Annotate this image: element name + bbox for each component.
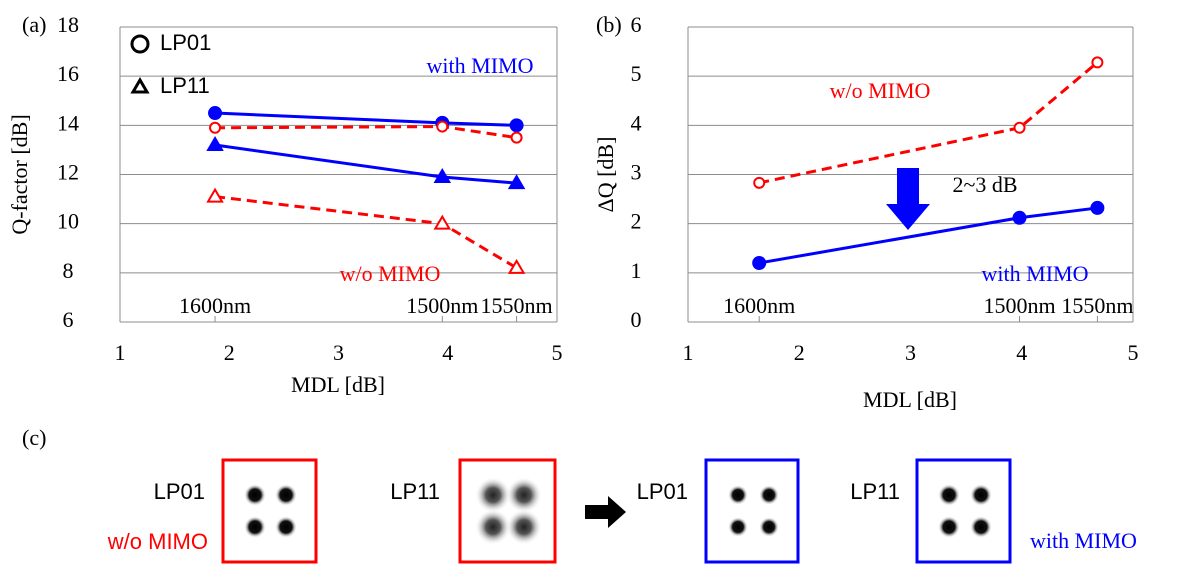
marker bbox=[752, 256, 767, 270]
y-axis-title: Q-factor [dB] bbox=[7, 114, 32, 234]
panel-label: (b) bbox=[596, 12, 622, 37]
panel-label: (a) bbox=[22, 12, 46, 37]
x-axis-title: MDL [dB] bbox=[291, 372, 385, 397]
legend-marker bbox=[130, 34, 150, 54]
annotation: with MIMO bbox=[427, 53, 534, 78]
x-tick-label: 1 bbox=[115, 340, 126, 365]
wavelength-label: 1600nm bbox=[179, 293, 251, 318]
legend-label: LP01 bbox=[160, 30, 211, 55]
annotation: 2~3 dB bbox=[952, 172, 1017, 197]
panel-label: (c) bbox=[22, 425, 46, 450]
marker bbox=[753, 176, 766, 189]
y-tick-label: 18 bbox=[57, 12, 79, 37]
marker bbox=[433, 167, 452, 183]
wavelength-label: 1500nm bbox=[406, 293, 478, 318]
x-tick-label: 3 bbox=[333, 340, 344, 365]
x-tick-label: 5 bbox=[1128, 340, 1139, 365]
arrow bbox=[886, 168, 930, 230]
x-tick-label: 2 bbox=[224, 340, 235, 365]
x-tick-label: 1 bbox=[683, 340, 694, 365]
series-line bbox=[214, 195, 518, 270]
series-line bbox=[758, 206, 1098, 265]
y-tick-label: 14 bbox=[57, 110, 79, 135]
annotation: w/o MIMO bbox=[830, 78, 931, 103]
series-line bbox=[214, 143, 517, 185]
beam-image bbox=[221, 458, 318, 564]
marker bbox=[433, 214, 452, 230]
marker bbox=[1090, 200, 1105, 215]
y-tick-label: 6 bbox=[63, 307, 74, 332]
y-tick-label: 0 bbox=[631, 307, 642, 332]
y-tick-label: 1 bbox=[631, 258, 642, 283]
x-tick-label: 3 bbox=[905, 340, 916, 365]
beam-image bbox=[915, 458, 1012, 564]
x-tick-label: 5 bbox=[552, 340, 563, 365]
mode-label: LP11 bbox=[850, 479, 900, 504]
y-axis-title: ΔQ [dB] bbox=[593, 137, 618, 213]
y-tick-label: 3 bbox=[631, 160, 642, 185]
y-tick-label: 6 bbox=[631, 12, 642, 37]
arrow bbox=[585, 496, 626, 528]
mode-label: LP11 bbox=[390, 479, 440, 504]
y-tick-label: 2 bbox=[631, 209, 642, 234]
marker bbox=[1091, 56, 1104, 69]
beam-image bbox=[458, 458, 557, 564]
legend-label: LP11 bbox=[160, 73, 210, 98]
series-line bbox=[758, 61, 1099, 185]
marker bbox=[208, 106, 223, 121]
beam-image bbox=[704, 458, 800, 564]
condition-label: with MIMO bbox=[1030, 528, 1137, 553]
condition-label: w/o MIMO bbox=[107, 529, 208, 554]
series-line bbox=[215, 125, 517, 140]
wavelength-label: 1550nm bbox=[1061, 293, 1133, 318]
y-tick-label: 16 bbox=[57, 61, 79, 86]
marker bbox=[206, 136, 224, 151]
marker bbox=[436, 120, 449, 133]
y-tick-label: 8 bbox=[63, 258, 74, 283]
x-axis-title: MDL [dB] bbox=[863, 387, 957, 412]
y-tick-label: 12 bbox=[57, 160, 79, 185]
marker bbox=[206, 187, 224, 203]
mode-label: LP01 bbox=[154, 479, 205, 504]
marker bbox=[1013, 121, 1026, 134]
marker bbox=[510, 131, 523, 144]
wavelength-label: 1600nm bbox=[723, 293, 795, 318]
y-tick-label: 10 bbox=[57, 209, 79, 234]
mode-label: LP01 bbox=[637, 479, 688, 504]
marker bbox=[1012, 210, 1027, 225]
legend-marker bbox=[130, 77, 150, 94]
x-tick-label: 4 bbox=[1016, 340, 1027, 365]
x-tick-label: 4 bbox=[442, 340, 453, 365]
y-tick-label: 4 bbox=[631, 110, 642, 135]
marker bbox=[507, 258, 526, 274]
marker bbox=[509, 118, 524, 133]
marker bbox=[209, 121, 222, 134]
marker bbox=[507, 174, 526, 190]
wavelength-label: 1550nm bbox=[481, 293, 553, 318]
x-tick-label: 2 bbox=[794, 340, 805, 365]
series-line bbox=[214, 111, 517, 127]
y-tick-label: 5 bbox=[631, 61, 642, 86]
wavelength-label: 1500nm bbox=[983, 293, 1055, 318]
annotation: with MIMO bbox=[982, 261, 1089, 286]
annotation: w/o MIMO bbox=[340, 261, 441, 286]
